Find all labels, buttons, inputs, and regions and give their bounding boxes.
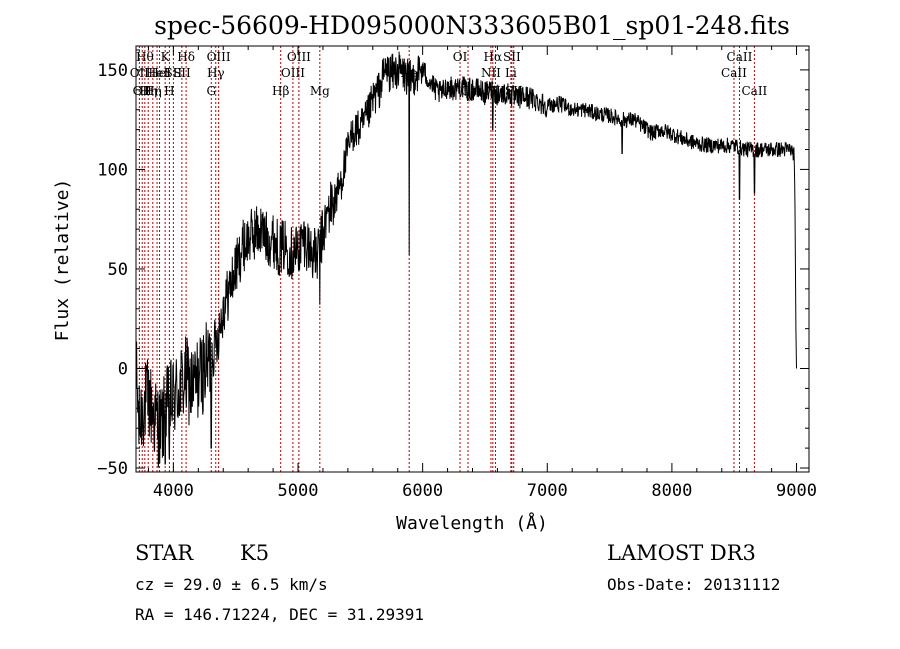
class-label: STAR xyxy=(135,541,194,565)
x-tick-label: 5000 xyxy=(278,481,319,501)
y-tick-label: 150 xyxy=(97,61,128,81)
x-tick-label: 4000 xyxy=(153,481,194,501)
spectrum-line xyxy=(136,51,797,468)
spectral-line-label: Hβ xyxy=(272,84,289,98)
spectral-line-label: H xyxy=(164,84,174,98)
spectral-line-label: SII xyxy=(165,66,183,80)
spectral-line-label: K xyxy=(161,50,171,64)
spectral-line-label: OI xyxy=(453,50,468,64)
y-axis-ticks: −50 0 50 100 150 xyxy=(97,49,809,479)
y-tick-label: 0 xyxy=(118,359,128,379)
y-axis-label: Flux (relative) xyxy=(52,179,73,342)
obs-date-label: Obs-Date: 20131112 xyxy=(607,575,780,594)
spectral-line-label: OIII xyxy=(287,50,311,64)
y-tick-label: 50 xyxy=(108,260,128,280)
spectral-line-label: Hη xyxy=(139,84,157,98)
spectral-line-label: SII xyxy=(173,66,191,80)
chart-title: spec-56609-HD095000N333605B01_sp01-248.f… xyxy=(154,11,790,40)
spectral-line-label: OIII xyxy=(281,66,305,80)
x-tick-label: 9000 xyxy=(776,481,817,501)
spectral-line-label: CaII xyxy=(741,84,767,98)
x-axis-ticks: 4000 5000 6000 7000 8000 9000 xyxy=(147,46,817,501)
spectral-line-label: SII xyxy=(503,50,521,64)
x-axis-label: Wavelength (Å) xyxy=(396,512,548,534)
survey-label: LAMOST DR3 xyxy=(607,541,756,565)
coordinates-label: RA = 146.71224, DEC = 31.29391 xyxy=(135,605,424,624)
spectral-line-label: NII xyxy=(481,66,501,80)
spectral-line-label: HeI xyxy=(148,66,171,80)
x-tick-label: 8000 xyxy=(651,481,692,501)
spectral-line-label: OII xyxy=(133,84,153,98)
redshift-label: cz = 29.0 ± 6.5 km/s xyxy=(135,575,328,594)
y-tick-label: −50 xyxy=(97,459,128,479)
spectral-line-label: OIII xyxy=(207,50,231,64)
subclass-label: K5 xyxy=(240,541,269,565)
x-tick-label: 6000 xyxy=(402,481,443,501)
spectral-line-label: Hθ xyxy=(136,50,154,64)
spectral-line-label: CaII xyxy=(721,66,747,80)
spectral-line-label: G xyxy=(206,84,216,98)
spectral-line-label: HeI xyxy=(146,66,169,80)
spectral-line-label: CaII xyxy=(727,50,753,64)
spectral-line-label: Hα xyxy=(484,50,503,64)
spectral-line-label: Hγ xyxy=(207,66,225,80)
y-tick-label: 100 xyxy=(97,160,128,180)
spectral-lines xyxy=(138,46,755,472)
spectral-line-label: Mg xyxy=(310,84,330,98)
x-tick-label: 7000 xyxy=(527,481,568,501)
spectral-line-label: Hη xyxy=(144,84,162,98)
spectral-line-label: Hδ xyxy=(177,50,195,64)
spectral-line-label: Li xyxy=(505,66,517,80)
